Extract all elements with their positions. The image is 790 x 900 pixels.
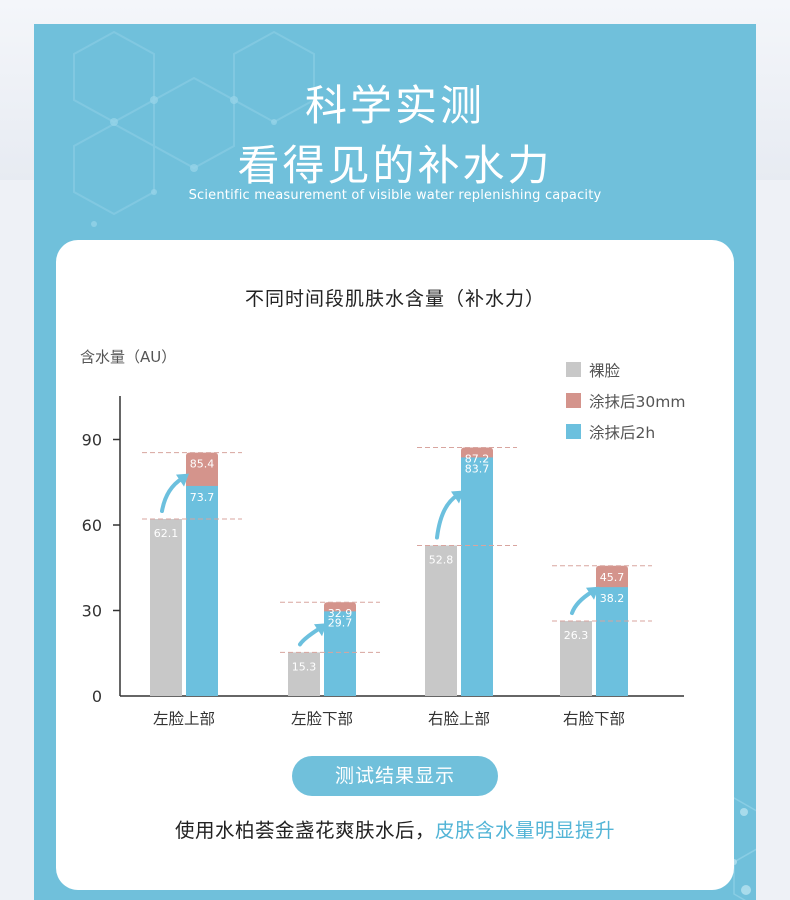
info-panel: 科学实测 看得见的补水力 Scientific measurement of v… xyxy=(34,24,756,900)
y-tick-label: 0 xyxy=(92,687,102,706)
data-label-30m: 87.2 xyxy=(465,452,490,465)
increase-arrowhead-icon xyxy=(586,586,599,600)
y-tick-label: 60 xyxy=(82,516,102,535)
headline-line-2: 看得见的补水力 xyxy=(237,141,553,190)
legend-label-2h: 涂抹后2h xyxy=(589,423,656,442)
increase-arrow-icon xyxy=(160,476,184,514)
legend-item-2h: 涂抹后2h xyxy=(566,416,685,447)
increase-arrow-icon xyxy=(298,626,322,647)
bar-after-2h xyxy=(186,485,218,696)
x-category-label: 右脸上部 xyxy=(428,710,490,728)
x-category-label: 左脸下部 xyxy=(291,710,353,728)
legend-swatch-bare xyxy=(566,362,581,377)
x-category-label: 右脸下部 xyxy=(563,710,625,728)
increase-arrowhead-icon xyxy=(314,623,327,637)
bar-after-2h xyxy=(324,611,356,696)
bar-bare xyxy=(150,519,182,696)
data-label-bare: 26.3 xyxy=(564,629,589,642)
data-label-30m: 85.4 xyxy=(190,458,215,471)
conclusion-text: 使用水柏荟金盏花爽肤水后，皮肤含水量明显提升 xyxy=(56,814,734,843)
data-label-bare: 15.3 xyxy=(292,660,317,673)
bar-bare xyxy=(288,652,320,696)
bar-bare xyxy=(560,621,592,696)
data-label-2h: 38.2 xyxy=(600,592,625,605)
legend-swatch-2h xyxy=(566,424,581,439)
increase-arrow-icon xyxy=(435,493,459,540)
chart-card: 不同时间段肌肤水含量（补水力） 含水量（AU） 裸脸 涂抹后30mm 涂抹后2h… xyxy=(56,240,734,890)
bar-after-2h xyxy=(461,457,493,696)
chart-legend: 裸脸 涂抹后30mm 涂抹后2h xyxy=(566,354,685,447)
increase-arrowhead-icon xyxy=(176,473,189,487)
headline-line-1: 科学实测 xyxy=(304,81,485,130)
bar-chart: 0 30 60 90 62.1 85.4 73.7 左脸上部 15.3 32.929.7 左脸下部 5… xyxy=(82,396,684,728)
data-label-bare: 52.8 xyxy=(429,554,454,567)
data-label-30m: 32.9 xyxy=(328,607,353,620)
result-badge: 测试结果显示 xyxy=(292,756,498,796)
increase-arrowhead-icon xyxy=(451,490,464,504)
data-label-30m: 45.7 xyxy=(600,571,625,584)
legend-swatch-30m xyxy=(566,393,581,408)
bar-bare xyxy=(425,545,457,696)
headline-subtitle: Scientific measurement of visible water … xyxy=(188,188,602,203)
legend-item-bare: 裸脸 xyxy=(566,354,685,385)
legend-label-bare: 裸脸 xyxy=(589,361,621,380)
legend-label-30m: 涂抹后30mm xyxy=(589,392,686,411)
y-tick-label: 30 xyxy=(82,602,102,621)
conclusion-highlight: 皮肤含水量明显提升 xyxy=(435,819,616,842)
chart-title: 不同时间段肌肤水含量（补水力） xyxy=(244,288,545,310)
increase-arrow-icon xyxy=(570,589,594,616)
hexagon-pattern-decoration xyxy=(73,30,756,900)
data-label-2h: 29.7 xyxy=(328,616,353,629)
data-label-bare: 62.1 xyxy=(154,527,179,540)
x-category-label: 左脸上部 xyxy=(153,710,215,728)
data-label-2h: 73.7 xyxy=(190,491,215,504)
legend-item-30m: 涂抹后30mm xyxy=(566,385,685,416)
y-tick-label: 90 xyxy=(82,431,102,450)
bar-after-2h xyxy=(596,587,628,696)
conclusion-prefix: 使用水柏荟金盏花爽肤水后， xyxy=(174,819,435,842)
y-axis-label: 含水量（AU） xyxy=(80,348,177,366)
data-label-2h: 83.7 xyxy=(465,462,490,475)
